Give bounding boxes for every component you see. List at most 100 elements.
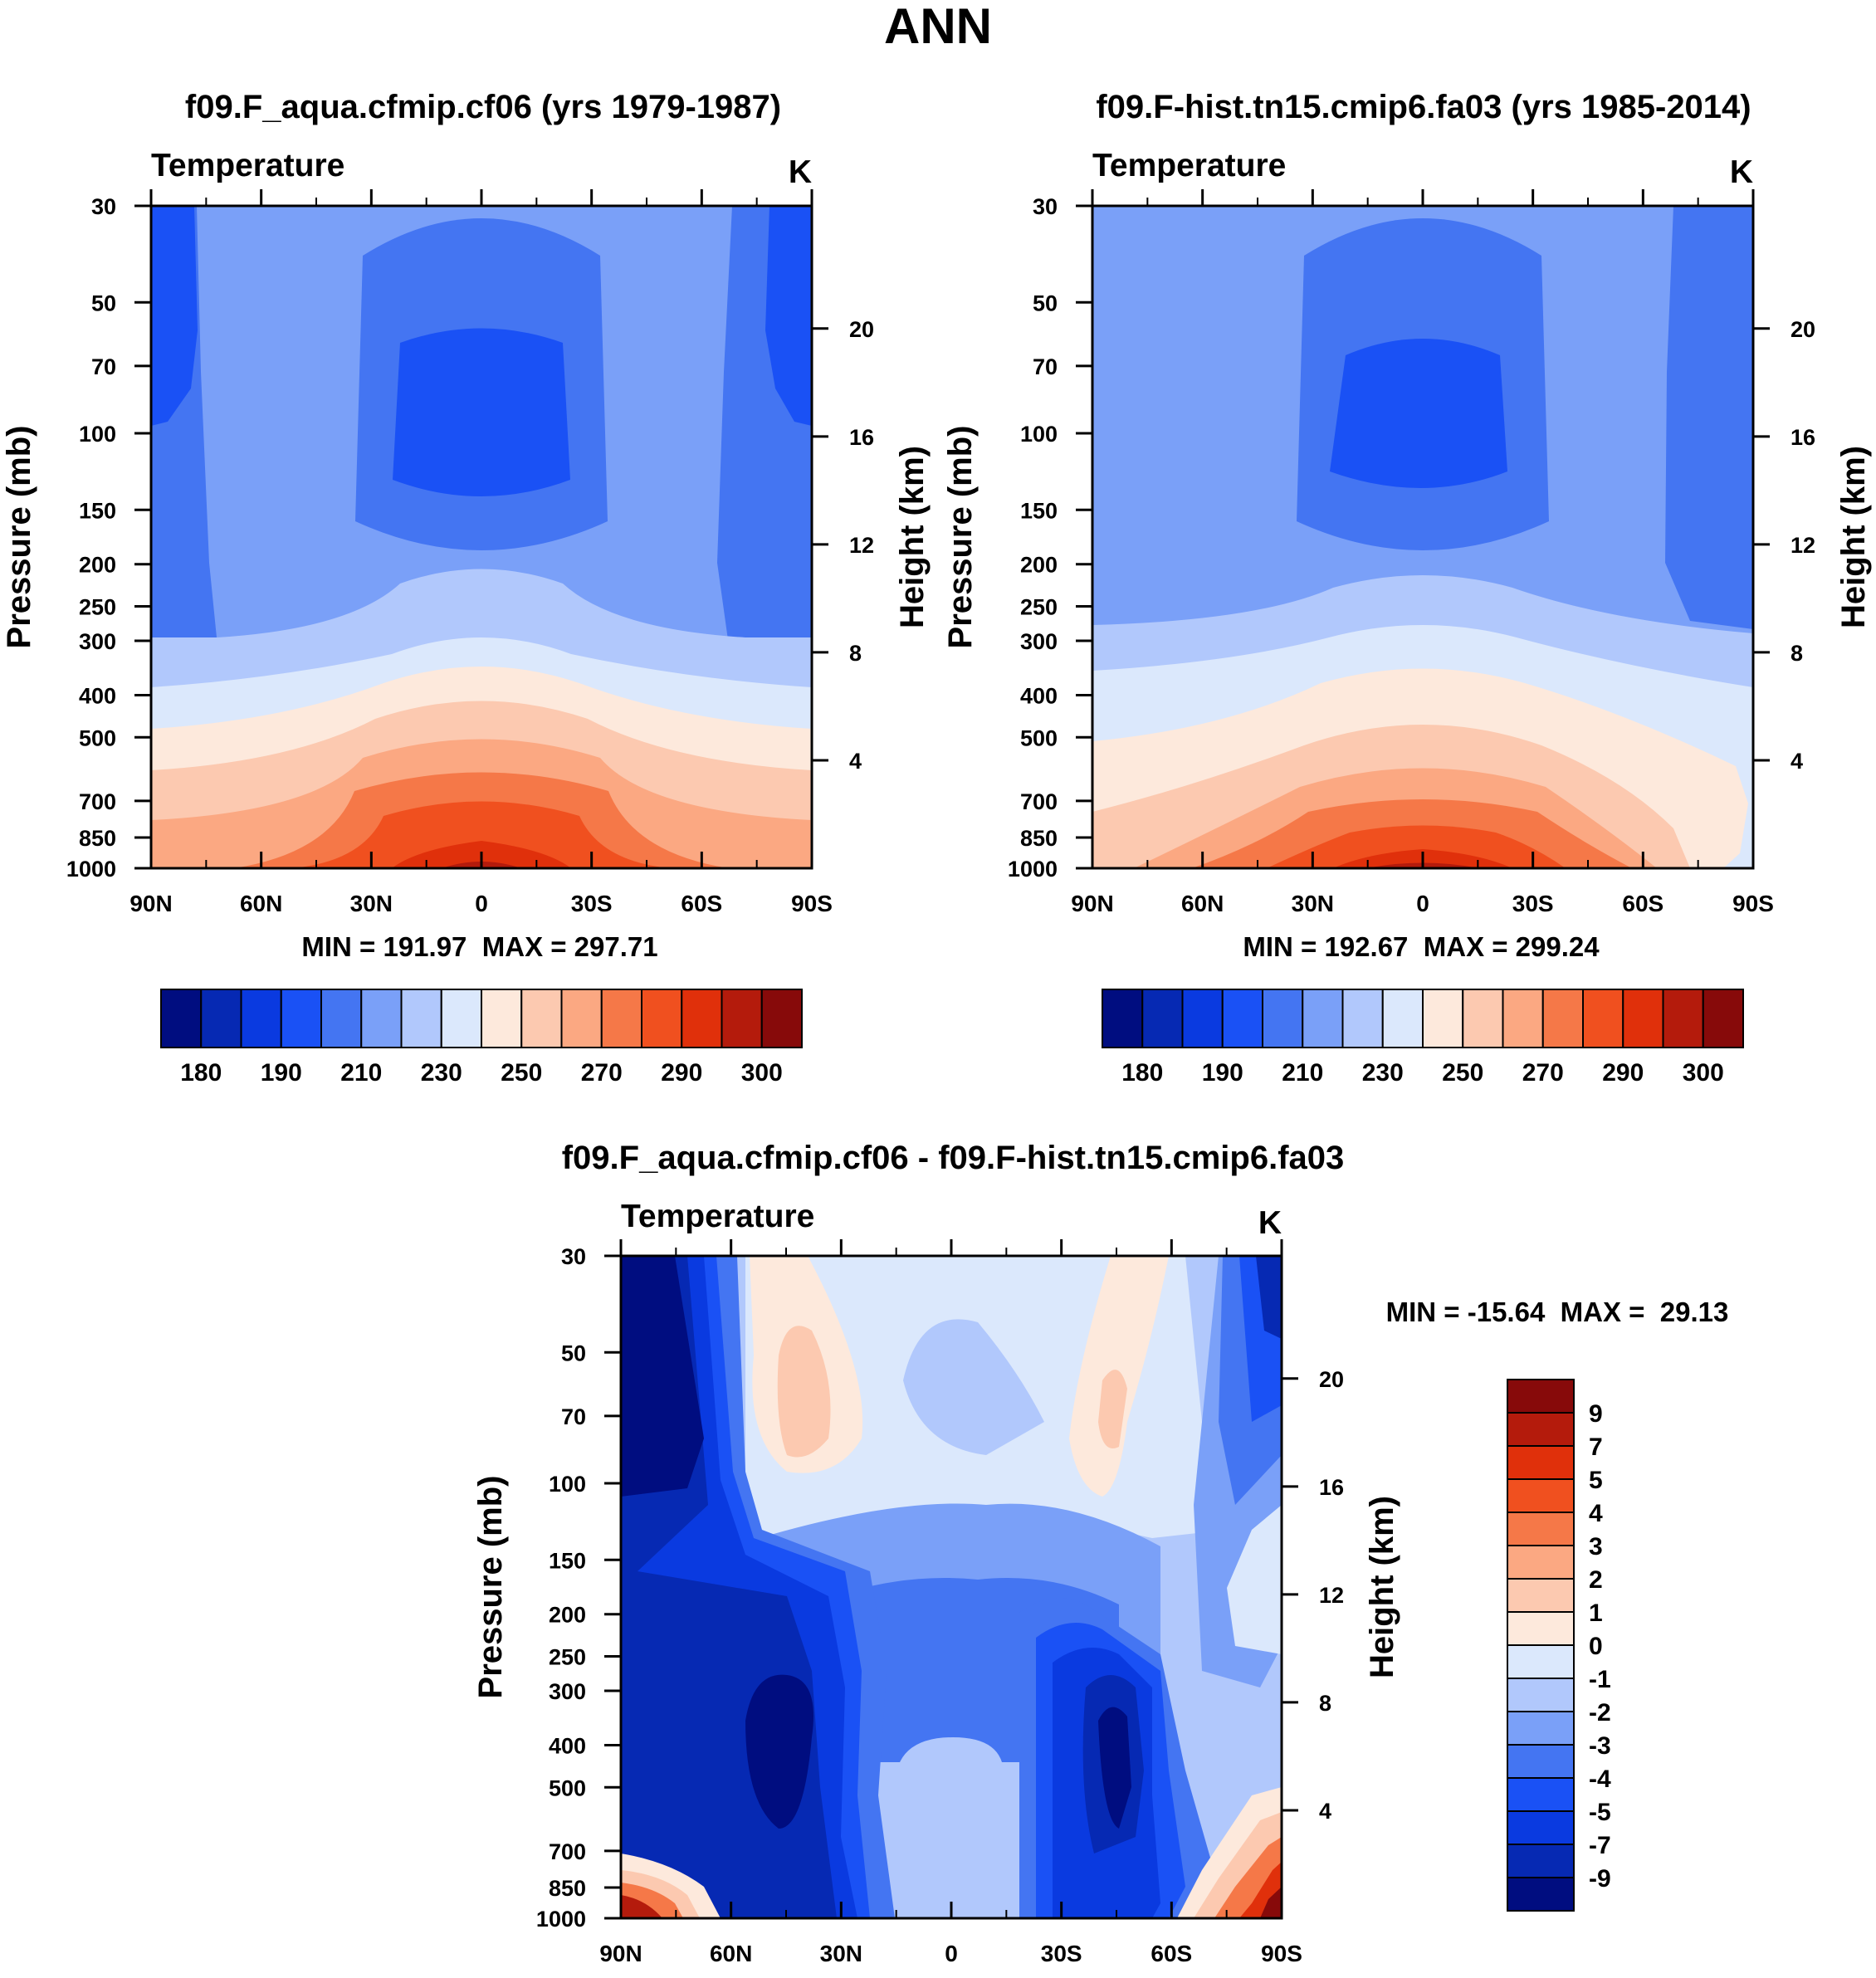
panel-3-upper-pocket [903,1319,1044,1455]
panel-2-units: K [1730,154,1753,190]
panel-1-colorbar-box [160,989,203,1048]
panel-1-ptick-label: 300 [79,629,116,654]
panel-3-ptick-label: 100 [549,1472,586,1497]
panel-3-ptick-label: 30 [561,1244,586,1269]
panel-1-ptick-label: 100 [79,422,116,447]
panel-1-colorbar-label: 290 [661,1059,702,1087]
panel-2-ptick-label: 200 [1020,553,1058,578]
panel-1-colorbar-box [360,989,403,1048]
panel-2-colorbar-label: 190 [1202,1059,1243,1087]
panel-3-htick-label: 4 [1319,1799,1331,1824]
figure-title: ANN [884,0,992,54]
panel-2-colorbar-box [1662,989,1704,1048]
panel-1-ptick-label: 700 [79,789,116,814]
panel-2-colorbar-box [1541,989,1584,1048]
panel-1-xtick-label: 30S [571,891,613,916]
panel-2-htick-label: 20 [1791,317,1815,342]
panel-3-y-axis: 30 50 70 100 150 200 250 300 400 500 700 850 1000 [536,1244,621,1932]
panel-2-colorbar-box [1702,989,1744,1048]
panel-3-colorbar-box [1507,1445,1575,1480]
panel-1-ptick-label: 150 [79,498,116,523]
panel-2-ptick-label: 150 [1020,498,1058,523]
panel-3-htick-label: 12 [1319,1583,1344,1608]
panel-1-plot [149,204,813,870]
panel-3-ptick-label: 1000 [536,1907,586,1932]
panel-2-htick-label: 12 [1791,533,1815,558]
panel-2-ptick-label: 400 [1020,683,1058,708]
panel-1-colorbar-box [440,989,482,1048]
panel-3-colorbar-box [1507,1844,1575,1878]
panel-3-ptick-label: 500 [549,1775,586,1800]
panel-3-colorbar-label: 2 [1589,1566,1603,1594]
panel-2-colorbar-box [1422,989,1464,1048]
panel-1-colorbar: 180 190 210 230 250 270 290 300 [160,989,803,1087]
panel-3-ptick-label: 300 [549,1679,586,1704]
panel-2-ptick-label: 30 [1033,194,1058,219]
panel-3-colorbar-label: -9 [1589,1865,1611,1893]
panel-3-htick-label: 8 [1319,1691,1331,1716]
panel-1-ptick-label: 250 [79,595,116,620]
panel-3-colorbar-box [1507,1379,1575,1414]
panel-3-colorbar-box [1507,1478,1575,1513]
panel-2-colorbar-box [1221,989,1263,1048]
panel-1-ptick-label: 1000 [66,857,116,882]
panel-2-colorbar-label: 180 [1121,1059,1163,1087]
panel-3-sw-warm-core [621,1895,662,1918]
panel-3-xtick-label: 60S [1151,1941,1192,1966]
panel-3-ptick-label: 250 [549,1645,586,1670]
panel-2-y2-axis: 20 16 12 8 4 [1753,317,1815,774]
panel-1-tropopause-core [393,328,570,496]
panel-3-eq-pocket [895,1737,1011,1918]
panel-2-colorbar-box [1302,989,1344,1048]
panel-3-ptick-label: 400 [549,1733,586,1758]
panel-2-colorbar-label: 290 [1602,1059,1644,1087]
panel-1-ptick-label: 50 [91,291,116,315]
panel-1-xtick-label: 60N [240,891,282,916]
panel-1-xtick-label: 0 [475,891,488,916]
panel-3-plot [619,1254,1283,1920]
panel-1-htick-label: 8 [849,641,862,666]
panel-1-colorbar-box [760,989,803,1048]
panel-1-xtick-label: 90N [129,891,172,916]
panel-2-colorbar-box [1502,989,1544,1048]
panel-1-units: K [789,154,812,190]
panel-2-ptick-label: 50 [1033,291,1058,315]
panel-2-xtick-label: 30N [1292,891,1334,916]
panel-1-ptick-label: 70 [91,354,116,379]
panel-1-ptick-label: 500 [79,725,116,750]
panel-3-right-near-zero [1227,1505,1282,1654]
panel-2-colorbar-box [1181,989,1224,1048]
panel-2-colorbar-label: 230 [1362,1059,1404,1087]
panel-3-colorbar: 9 7 5 4 3 2 1 0 -1 -2 -3 -4 -5 -7 -9 [1507,1379,1611,1912]
panel-1-colorbar-label: 190 [261,1059,302,1087]
panel-2-colorbar-label: 210 [1282,1059,1323,1087]
panel-2-x-axis: 90N 60N 30N 0 30S 60S 90S [1071,189,1774,916]
panel-1-colorbar-box [240,989,282,1048]
panel-2-htick-label: 4 [1791,749,1803,774]
panel-1-ylabel: Pressure (mb) [1,426,37,649]
panel-3-colorbar-label: 4 [1589,1500,1603,1527]
panel-3-ptick-label: 70 [561,1404,586,1429]
panel-1-ylabel2: Height (km) [894,446,931,628]
panel-2-colorbar-label: 250 [1442,1059,1483,1087]
panel-3-colorbar-label: -1 [1589,1666,1611,1693]
panel-3-right-polar-core [1256,1256,1282,1339]
panel-3-colorbar-box [1507,1711,1575,1746]
panel-1-colorbar-box [721,989,763,1048]
panel-1-y2-axis: 20 16 12 8 4 [812,317,874,774]
panel-3-ptick-label: 200 [549,1603,586,1628]
panel-3-colorbar-box [1507,1744,1575,1779]
panel-1-title: f09.F_aqua.cfmip.cf06 (yrs 1979-1987) [185,89,781,125]
panel-3-colorbar-box [1507,1810,1575,1845]
panel-2-tropopause-core [1330,339,1507,488]
panel-3-x-axis: 90N 60N 30N 0 30S 60S 90S [599,1239,1302,1966]
panel-1-colorbar-label: 300 [741,1059,783,1087]
panel-3-units: K [1258,1205,1282,1241]
panel-2-band-7 [1267,825,1566,868]
panel-1-xtick-label: 60S [681,891,722,916]
panel-1-colorbar-label: 180 [180,1059,222,1087]
panel-2-ptick-label: 700 [1020,789,1058,814]
panel-2-plot [1091,204,1755,870]
panel-2-ptick-label: 70 [1033,354,1058,379]
